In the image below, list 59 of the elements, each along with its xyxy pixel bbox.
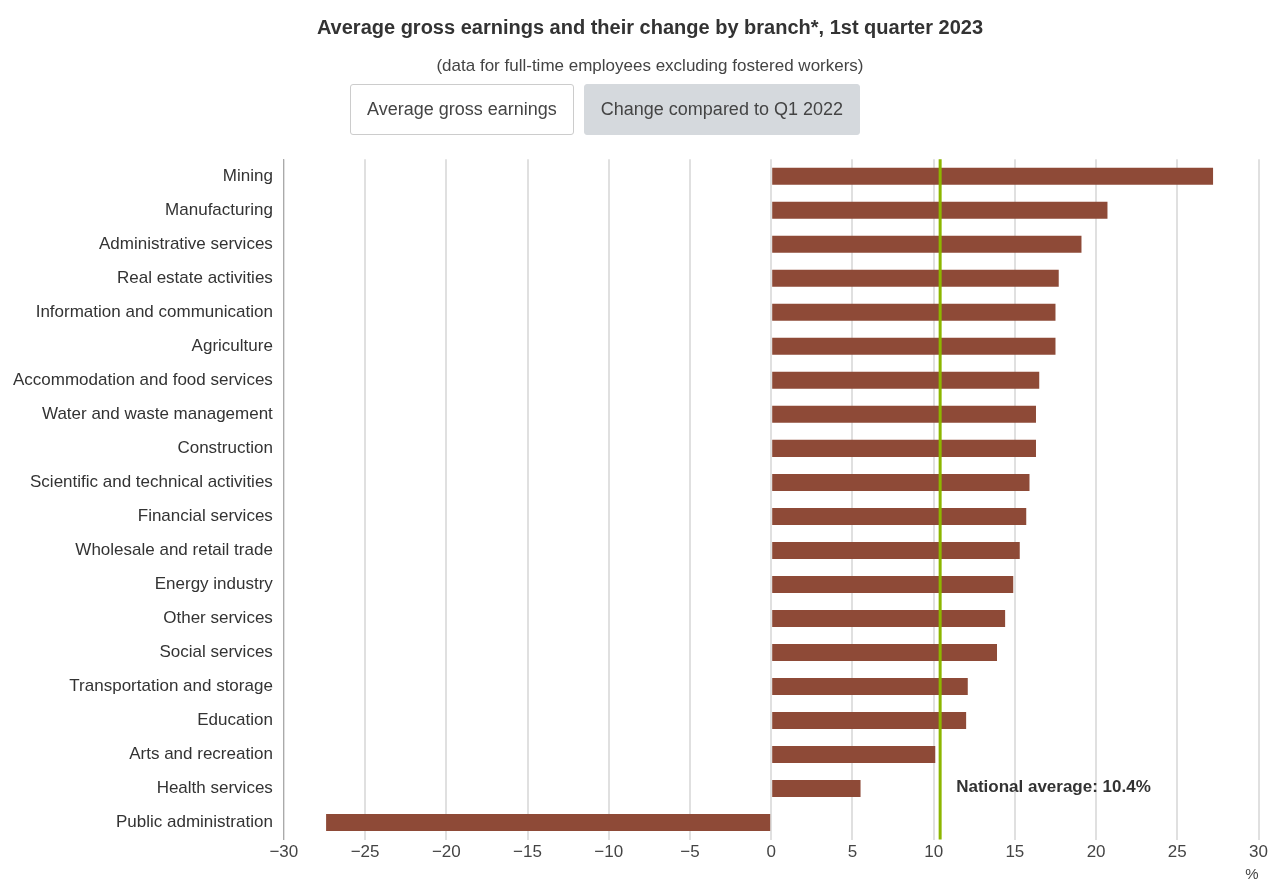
x-tick-label: −25	[350, 842, 380, 862]
y-tick-label: Construction	[177, 438, 273, 458]
y-tick-label: Education	[197, 710, 273, 730]
y-tick-label: Public administration	[116, 812, 273, 832]
bar	[772, 235, 1082, 253]
text: Average gross earnings	[350, 84, 574, 135]
x-tick-label: 5	[847, 842, 858, 862]
y-tick-label: Wholesale and retail trade	[75, 540, 273, 560]
bar	[772, 269, 1059, 287]
bar	[772, 405, 1036, 423]
x-tick-label: −10	[594, 842, 624, 862]
bar	[772, 303, 1056, 321]
bar	[772, 201, 1108, 219]
y-tick-label: Agriculture	[191, 336, 273, 355]
y-tick-label: Other services	[163, 608, 273, 628]
bar	[772, 167, 1214, 185]
bar	[326, 814, 771, 832]
y-tick-label: Water and waste management	[41, 404, 274, 424]
y-tick-label: Health services	[156, 778, 273, 798]
x-tick-label: −30	[269, 842, 299, 862]
bar	[772, 337, 1056, 355]
bar	[772, 746, 936, 764]
y-tick-label: Administrative services	[99, 233, 273, 253]
bar	[772, 712, 967, 730]
ref-line-label: National average: 10.4%	[956, 777, 1151, 797]
y-tick-label: Mining	[222, 165, 273, 185]
y-tick-label: Social services	[159, 642, 273, 662]
bar	[772, 473, 1030, 491]
bar	[772, 643, 997, 661]
y-tick-label: Manufacturing	[165, 199, 273, 219]
y-tick-label: Transportation and storage	[69, 676, 273, 696]
bar	[772, 780, 861, 798]
chart-subtitle: (data for full-time employees excluding fostered workers)	[435, 56, 865, 76]
text: Change compared to Q1 2022	[583, 84, 860, 135]
x-tick-label: −20	[431, 842, 461, 862]
bar	[772, 609, 1006, 627]
y-tick-label: Financial services	[137, 506, 273, 526]
x-axis-title: %	[1245, 865, 1259, 883]
bar	[772, 541, 1020, 559]
bar	[772, 575, 1014, 593]
bar	[772, 439, 1036, 457]
y-tick-label: Accommodation and food services	[13, 370, 273, 390]
x-tick-label: 0	[766, 842, 776, 862]
y-tick-label: Scientific and technical activities	[30, 472, 273, 492]
x-tick-label: −15	[513, 842, 542, 862]
x-tick-label: 25	[1167, 842, 1187, 862]
bar	[772, 507, 1027, 525]
x-tick-label: −5	[680, 842, 700, 862]
bar	[772, 678, 968, 696]
x-tick-label: 10	[924, 842, 944, 862]
x-tick-label: 30	[1249, 842, 1269, 862]
chart-title: Average gross earnings and their change by branch*, 1st quarter 2023	[315, 16, 985, 39]
x-tick-label: 20	[1086, 842, 1106, 862]
y-tick-label: Arts and recreation	[129, 744, 273, 764]
y-tick-label: Information and communication	[35, 301, 273, 321]
y-tick-label: Energy industry	[154, 574, 274, 594]
bar	[772, 371, 1040, 389]
x-tick-label: 15	[1005, 842, 1025, 862]
y-tick-label: Real estate activities	[116, 267, 273, 287]
